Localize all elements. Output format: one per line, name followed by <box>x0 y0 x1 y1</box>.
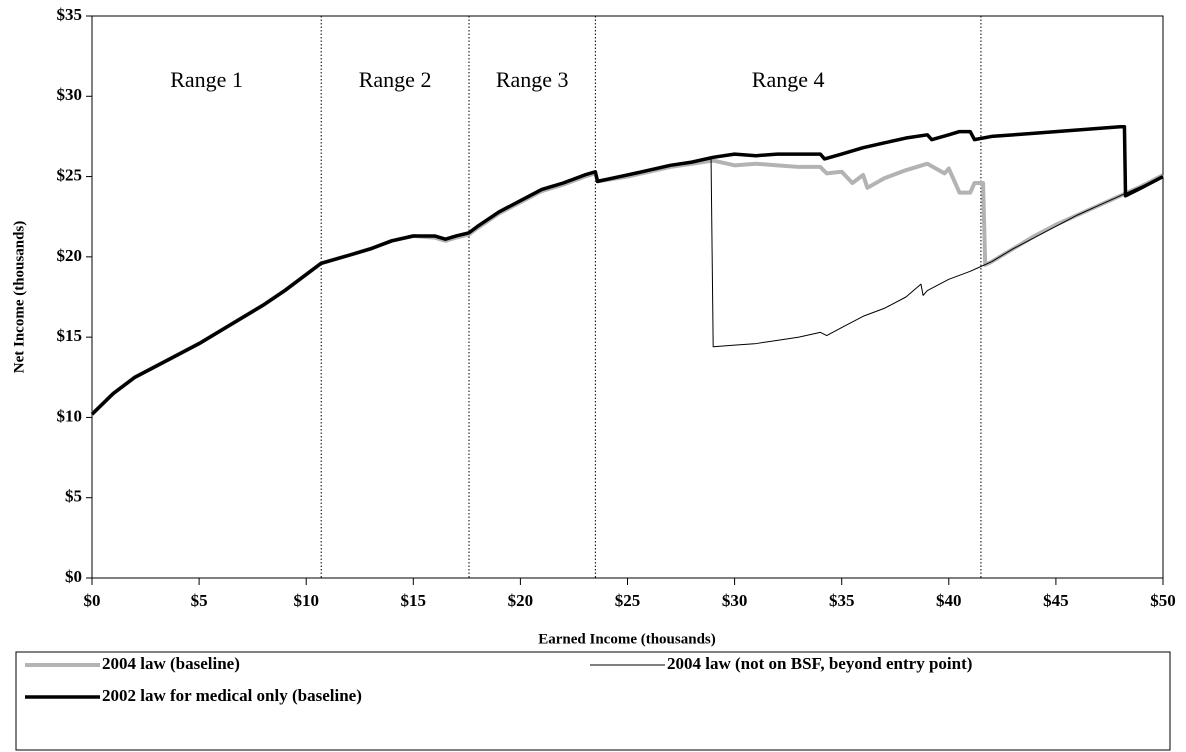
y-tick-label: $35 <box>57 5 83 24</box>
x-tick-label: $50 <box>1150 591 1176 610</box>
y-tick-label: $20 <box>57 246 83 265</box>
series-line <box>90 125 1164 416</box>
x-tick-label: $45 <box>1043 591 1069 610</box>
series-line <box>710 157 1164 348</box>
y-tick-label: $0 <box>65 567 82 586</box>
x-tick-label: $10 <box>293 591 319 610</box>
y-tick-label: $25 <box>57 165 83 184</box>
range-label: Range 1 <box>170 67 243 92</box>
x-tick-label: $30 <box>722 591 748 610</box>
legend-label: 2002 law for medical only (baseline) <box>102 686 362 705</box>
series-line <box>90 158 1164 416</box>
legend-box <box>15 651 1171 751</box>
plot-area <box>91 15 1164 579</box>
x-tick-label: $25 <box>615 591 641 610</box>
x-tick-label: $0 <box>84 591 101 610</box>
y-tick-label: $10 <box>57 406 83 425</box>
range-label: Range 4 <box>752 67 825 92</box>
range-label: Range 2 <box>359 67 432 92</box>
y-tick-label: $30 <box>57 85 83 104</box>
legend-label: 2004 law (baseline) <box>102 654 240 673</box>
x-tick-label: $35 <box>829 591 855 610</box>
legend-label: 2004 law (not on BSF, beyond entry point… <box>667 654 972 673</box>
y-tick-label: $5 <box>65 487 82 506</box>
x-tick-label: $20 <box>508 591 534 610</box>
x-axis-title: Earned Income (thousands) <box>538 631 716 647</box>
range-label: Range 3 <box>496 67 569 92</box>
y-axis-title: Net Income (thousands) <box>11 221 27 374</box>
x-tick-label: $15 <box>401 591 427 610</box>
x-tick-label: $5 <box>191 591 208 610</box>
x-tick-label: $40 <box>936 591 962 610</box>
y-tick-label: $15 <box>57 326 83 345</box>
